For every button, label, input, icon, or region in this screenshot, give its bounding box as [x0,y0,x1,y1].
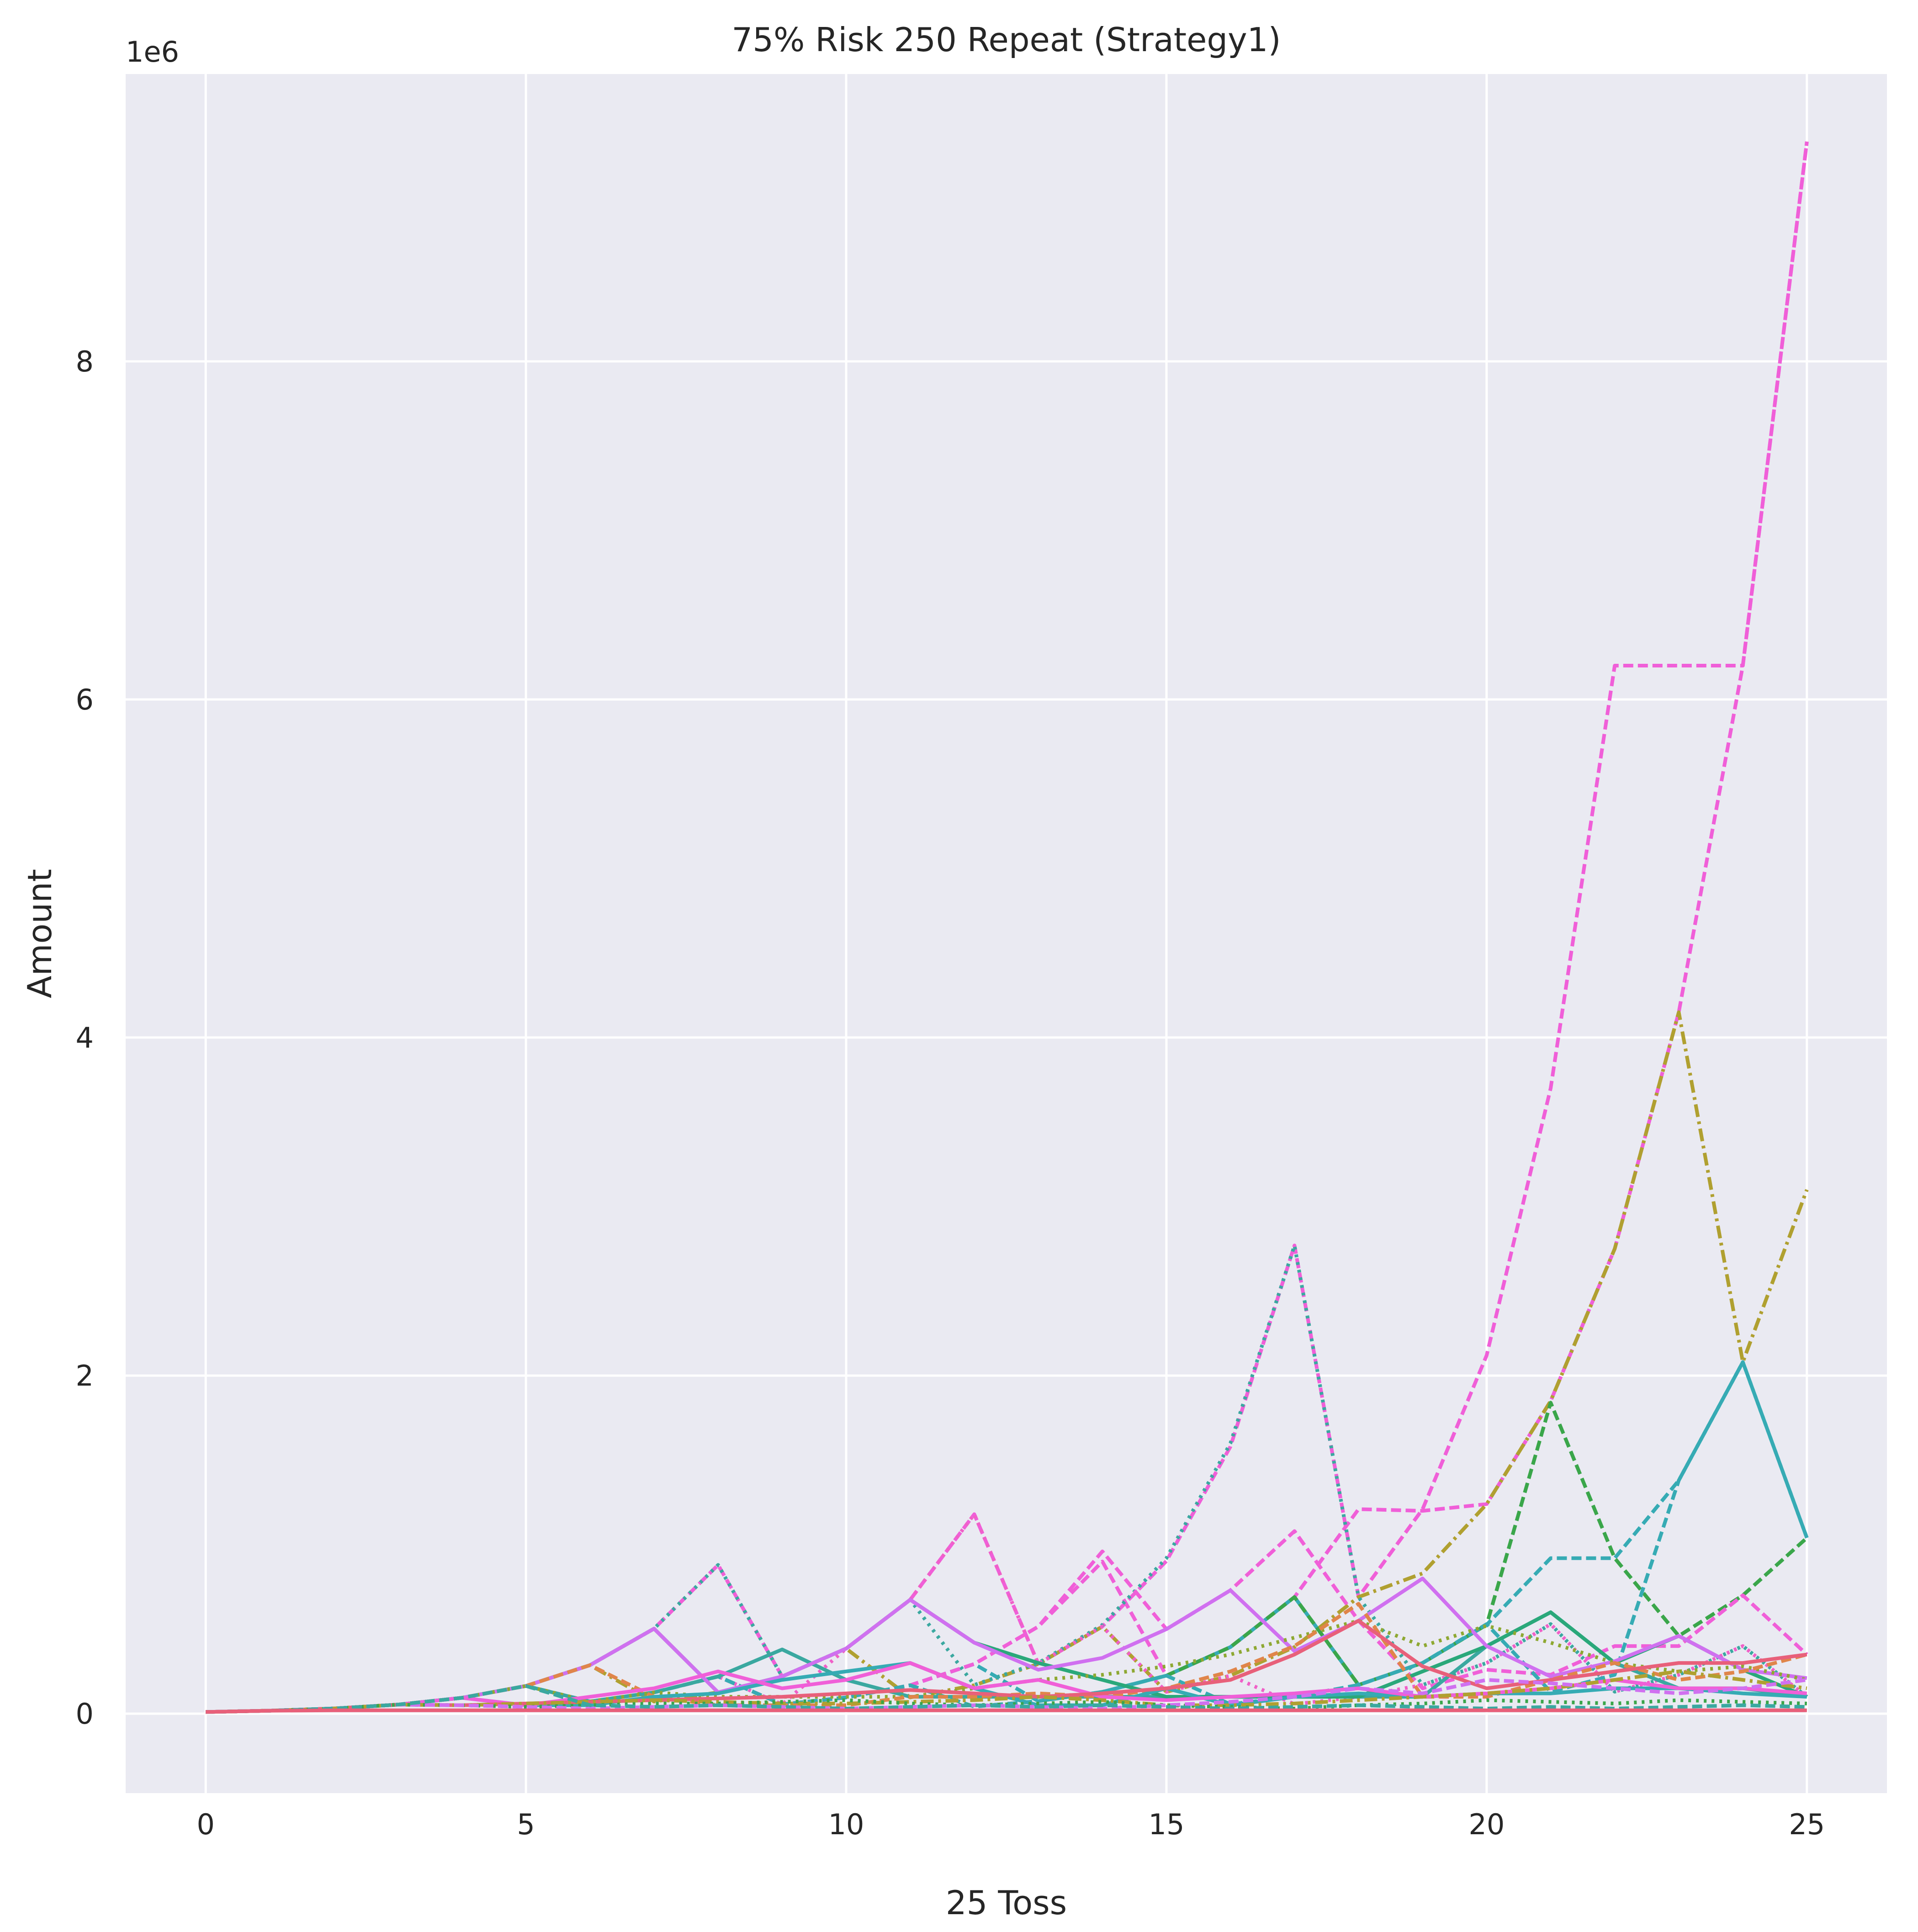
y-tick-labels: 0 2 4 6 8 [76,345,94,1731]
series-line-21 [206,1684,1807,1714]
x-tick-label: 25 [1789,1808,1825,1841]
x-tick-label: 0 [197,1808,215,1841]
y-tick-label: 6 [76,683,94,716]
series-line-18 [206,1669,1807,1714]
y-axis-label: Amount [21,869,59,998]
series-line-5 [206,1244,1808,1714]
x-tick-label: 15 [1149,1808,1185,1841]
y-tick-label: 0 [76,1697,94,1731]
x-tick-label: 10 [828,1808,864,1841]
x-tick-labels: 0 5 10 15 20 25 [197,1808,1825,1841]
y-tick-label: 2 [76,1359,94,1392]
y-offset-label: 1e6 [126,35,179,69]
chart-title: 75% Risk 250 Repeat (Strategy1) [731,21,1281,59]
x-tick-label: 5 [517,1808,535,1841]
series-line-20 [206,1678,1807,1714]
x-axis-label: 25 Toss [946,1884,1067,1922]
x-tick-label: 20 [1468,1808,1505,1841]
y-tick-label: 8 [76,345,94,378]
plot-area [126,74,1887,1793]
grid-lines [126,74,1887,1793]
series-line-7 [206,1512,1808,1714]
series-line-22 [206,1708,1807,1714]
series-lines [206,141,1809,1714]
y-tick-label: 4 [76,1021,94,1054]
